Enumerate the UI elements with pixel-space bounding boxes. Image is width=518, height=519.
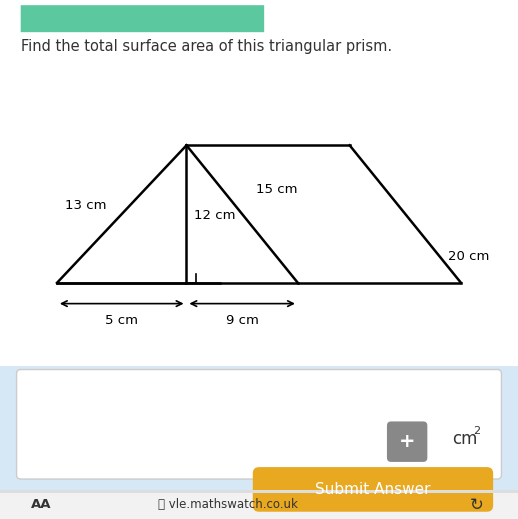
FancyBboxPatch shape (253, 467, 493, 512)
Text: 🔒 vle.mathswatch.co.uk: 🔒 vle.mathswatch.co.uk (158, 498, 298, 511)
Text: +: + (399, 432, 415, 451)
Text: 15 cm: 15 cm (256, 183, 298, 196)
FancyBboxPatch shape (21, 5, 264, 32)
Text: Find the total surface area of this triangular prism.: Find the total surface area of this tria… (21, 39, 392, 54)
Text: 9 cm: 9 cm (226, 314, 259, 327)
Text: 20 cm: 20 cm (448, 250, 490, 264)
Text: 12 cm: 12 cm (194, 209, 236, 222)
Bar (0, 366, 518, 519)
FancyBboxPatch shape (387, 421, 427, 462)
Bar (0, 490, 518, 519)
Bar (0, 0, 518, 368)
Text: 13 cm: 13 cm (65, 198, 106, 212)
Text: ↻: ↻ (470, 496, 483, 514)
Bar (0, 490, 518, 493)
Text: 2: 2 (473, 426, 481, 436)
Text: Submit Answer: Submit Answer (315, 482, 430, 497)
Text: AA: AA (31, 498, 52, 511)
Text: 5 cm: 5 cm (105, 314, 138, 327)
FancyBboxPatch shape (17, 370, 501, 479)
Text: cm: cm (452, 430, 477, 447)
